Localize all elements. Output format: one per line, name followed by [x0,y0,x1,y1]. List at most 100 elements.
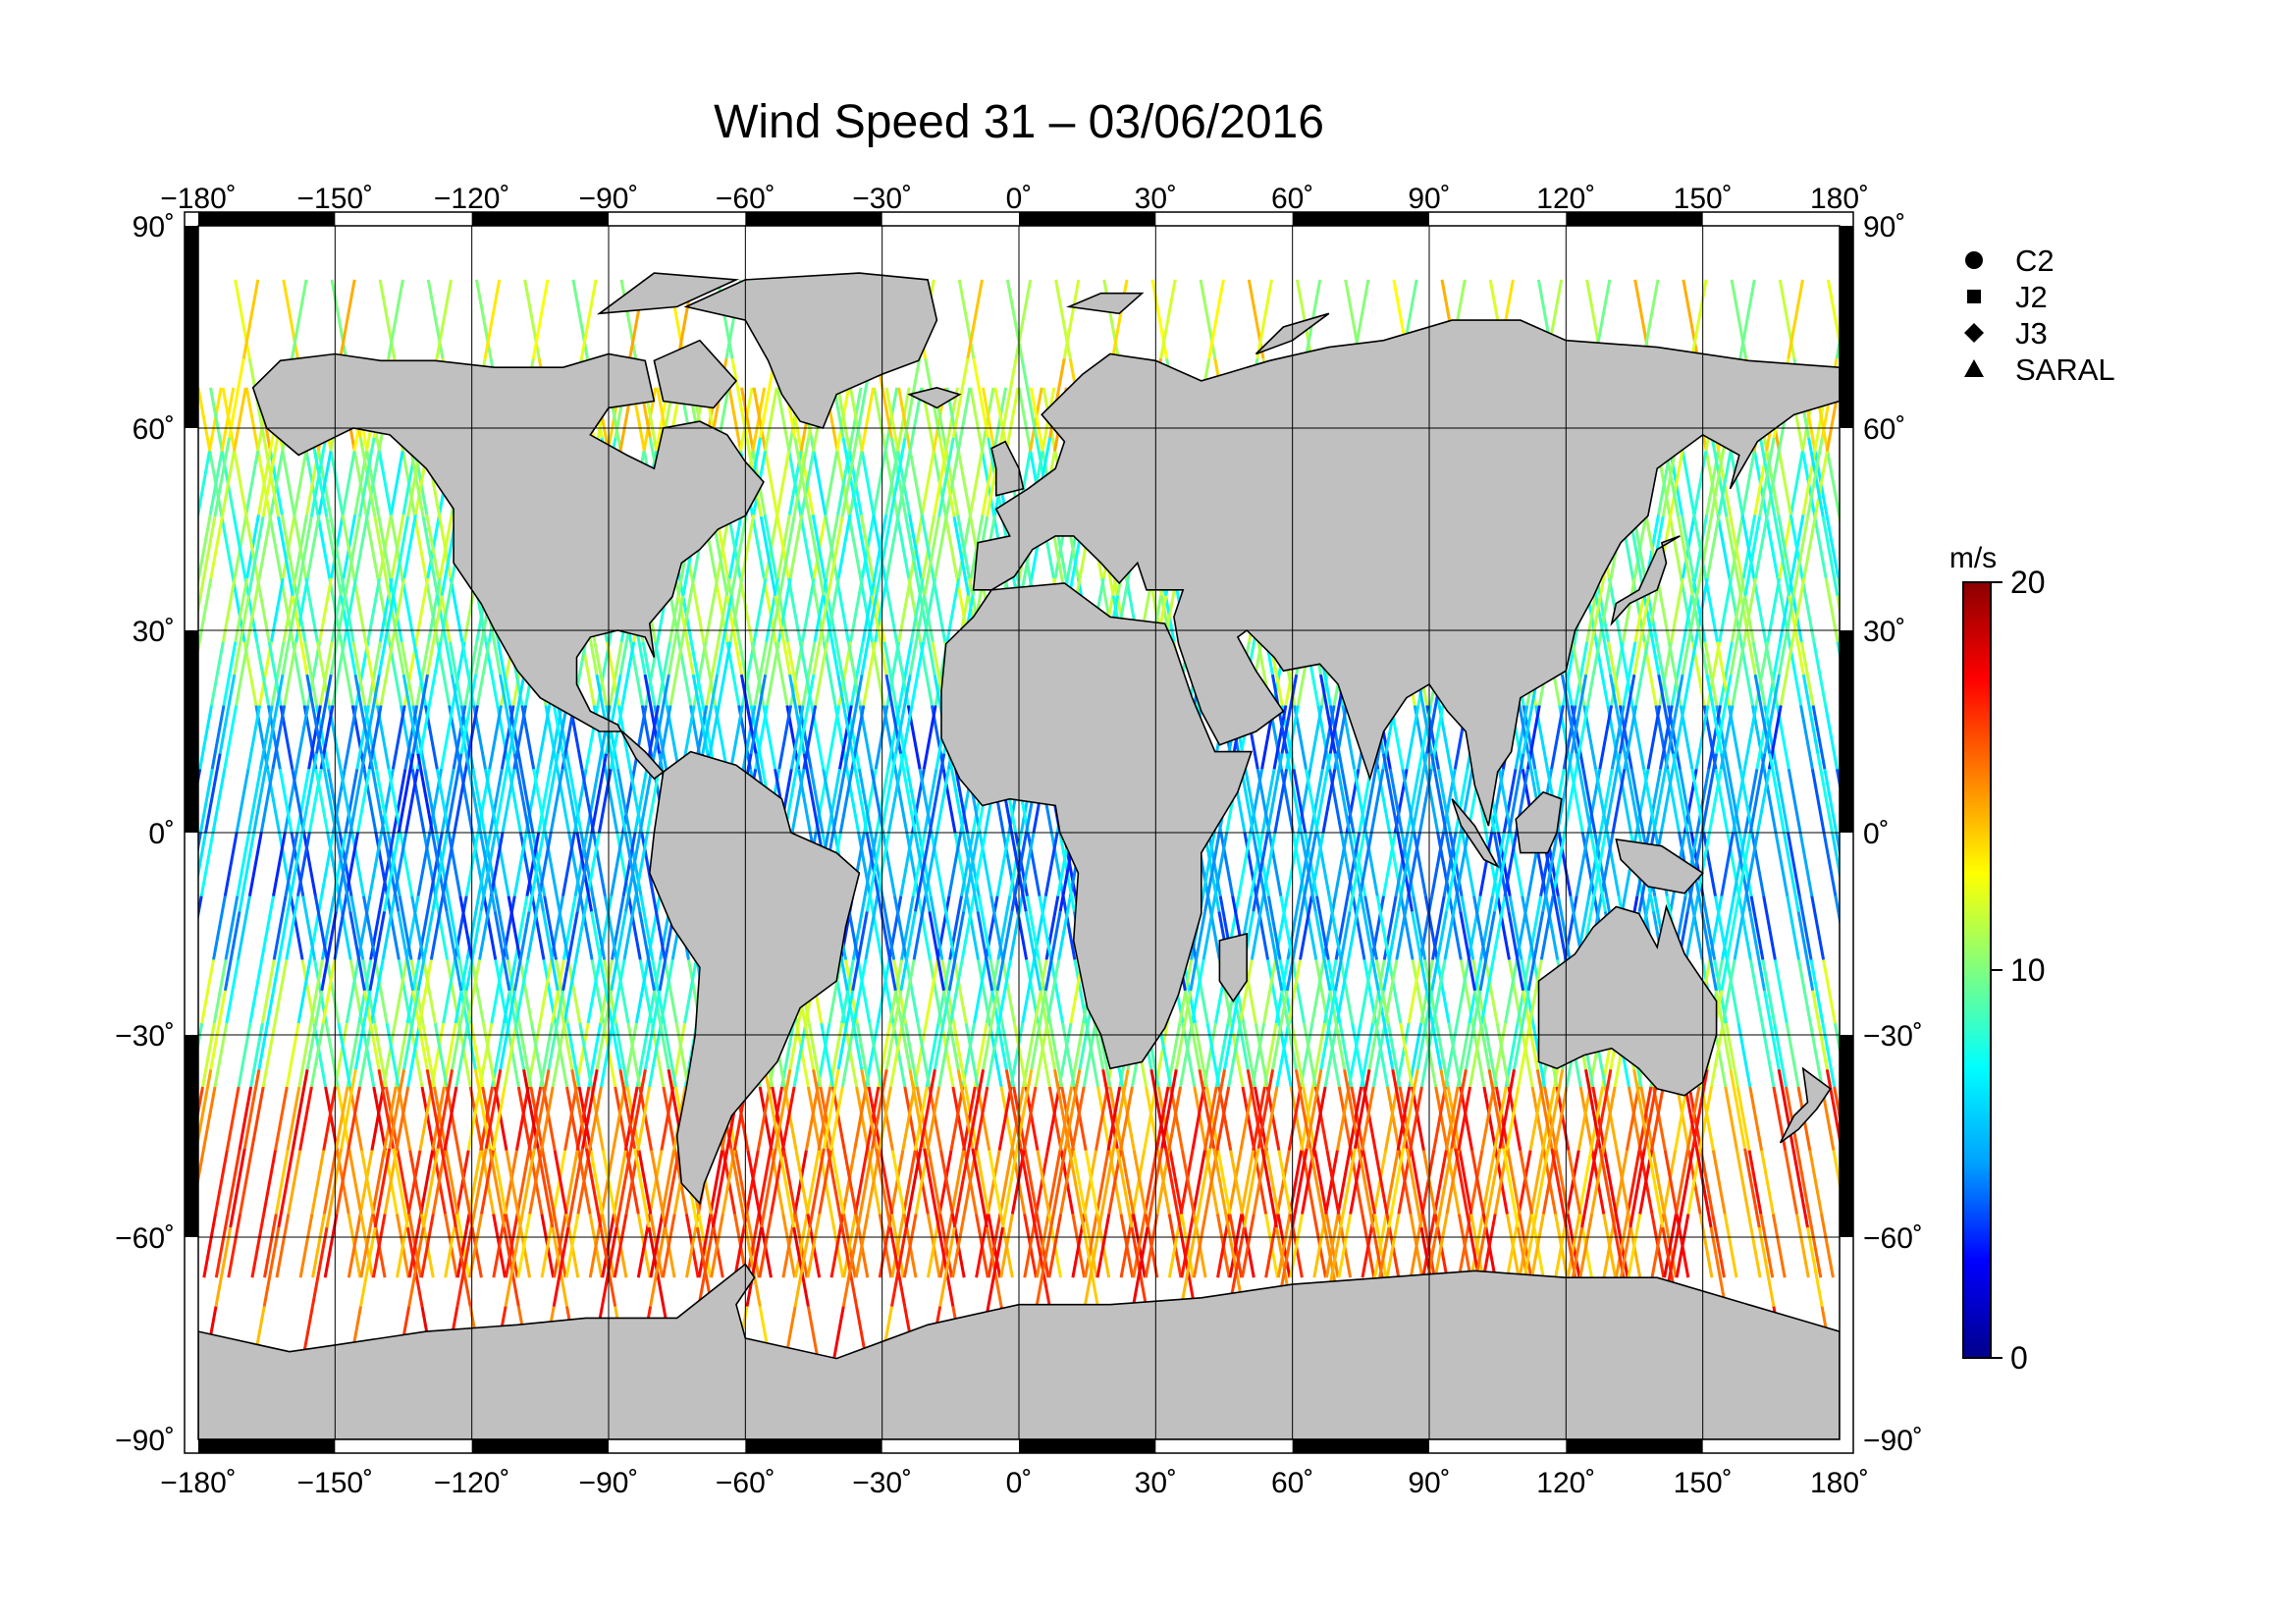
track-segment [1435,959,1451,1024]
colorbar-unit-label: m/s [1949,542,1997,574]
track-segment [1823,769,1839,834]
track-segment [1526,911,1545,992]
track-segment [223,911,241,992]
track-segment [1575,832,1590,896]
track-segment [1557,832,1573,896]
track-segment [1766,577,1782,643]
track-segment [141,896,153,960]
track-segment [937,1022,952,1088]
track-segment [1652,753,1670,834]
track-segment [904,959,920,1024]
track-segment [1363,895,1378,960]
track-segment [1497,769,1513,834]
track-segment [775,387,791,452]
track-segment [1478,911,1497,992]
track-segment [1704,577,1719,643]
track-segment [350,832,365,896]
track-segment [427,641,443,706]
track-segment [1239,1086,1255,1151]
track-segment [813,577,828,643]
track-segment [928,1086,943,1151]
track-segment [1521,895,1536,960]
track-segment [1315,832,1331,896]
track-segment [530,895,546,960]
track-segment [1586,641,1601,706]
track-segment [429,895,445,960]
track-segment [416,832,432,896]
track-segment [200,959,215,1024]
track-segment [334,1086,349,1151]
track-segment [425,514,441,579]
track-segment [1621,577,1636,643]
track-segment [94,1087,106,1151]
track-segment [303,641,319,706]
track-segment [239,1150,253,1215]
track-segment [614,1148,633,1228]
track-segment [1265,1086,1281,1151]
track-segment [261,1022,277,1088]
track-segment [1797,895,1813,960]
track-segment [1291,959,1306,1024]
track-segment [1567,1150,1582,1215]
track-segment [257,514,273,579]
track-segment [1112,1069,1130,1150]
track-segment [563,1150,579,1215]
track-segment [834,641,850,706]
track-segment [1496,895,1511,960]
land-new-guinea [1615,838,1704,894]
track-segment [105,1307,120,1386]
track-segment [590,1086,605,1151]
track-segment [1765,451,1781,515]
track-segment [421,515,440,596]
track-segment [657,641,671,706]
track-segment [800,451,816,515]
track-segment [875,1148,892,1228]
track-segment [1681,595,1699,676]
track-segment [1938,1149,1952,1227]
track-segment [1154,1086,1170,1151]
track-segment [1802,514,1818,579]
track-segment [274,1086,289,1151]
track-segment [243,577,259,643]
track-segment [536,705,552,770]
track-segment [1047,1086,1063,1151]
track-segment [1263,1086,1279,1151]
track-segment [209,990,227,1070]
track-segment [581,1069,599,1150]
track-segment [853,1150,869,1215]
track-segment [1305,769,1319,834]
track-segment [952,515,971,596]
track-segment [481,1086,496,1151]
track-segment [419,1150,435,1215]
track-segment [902,1214,918,1278]
track-segment [1502,1148,1520,1228]
track-segment [1860,896,1872,960]
track-segment [903,358,922,439]
track-segment [345,832,359,896]
lon-tick-label: −60˚ [716,183,775,215]
track-segment [1747,1150,1763,1215]
track-segment [1611,769,1627,834]
track-segment [1796,911,1815,992]
track-segment [1594,769,1609,834]
track-segment [882,641,898,706]
track-segment [1607,641,1622,706]
track-segment [848,451,864,515]
track-segment [1106,1086,1122,1151]
track-segment [1120,1150,1136,1215]
land-svalbard [1066,292,1145,315]
track-segment [1442,832,1458,896]
track-segment [1896,960,1907,1024]
track-segment [726,577,741,643]
track-segment [1395,895,1411,960]
track-segment [360,1022,376,1088]
track-segment [470,1148,488,1228]
track-segment [1768,753,1786,834]
track-segment [382,1086,398,1151]
track-segment [307,769,323,834]
track-segment [1551,832,1567,896]
frame-segment [198,1439,336,1453]
track-segment [1720,832,1735,896]
track-segment [668,641,684,706]
land-baffin [653,339,738,409]
